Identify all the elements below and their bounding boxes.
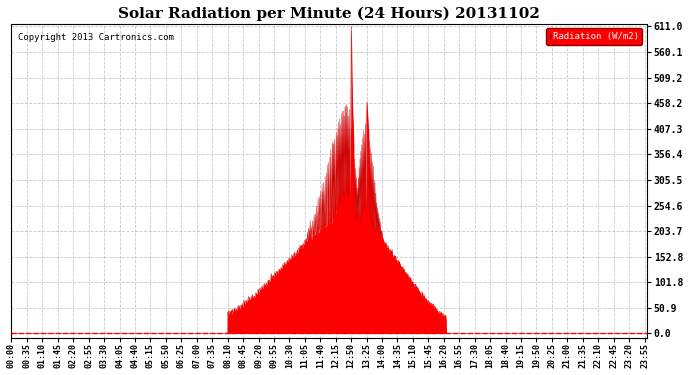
Legend: Radiation (W/m2): Radiation (W/m2) bbox=[546, 28, 642, 45]
Text: Copyright 2013 Cartronics.com: Copyright 2013 Cartronics.com bbox=[18, 33, 174, 42]
Title: Solar Radiation per Minute (24 Hours) 20131102: Solar Radiation per Minute (24 Hours) 20… bbox=[118, 7, 540, 21]
